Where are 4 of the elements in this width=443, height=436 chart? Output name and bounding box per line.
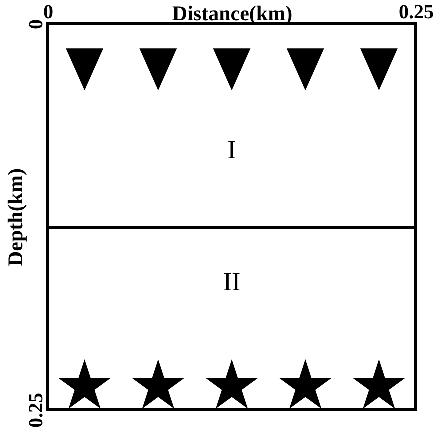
x-axis-title: Distance(km) [172, 2, 293, 26]
annotation: II [223, 267, 241, 296]
y-axis-title: Depth(km) [4, 168, 28, 266]
annotation: I [228, 135, 236, 164]
